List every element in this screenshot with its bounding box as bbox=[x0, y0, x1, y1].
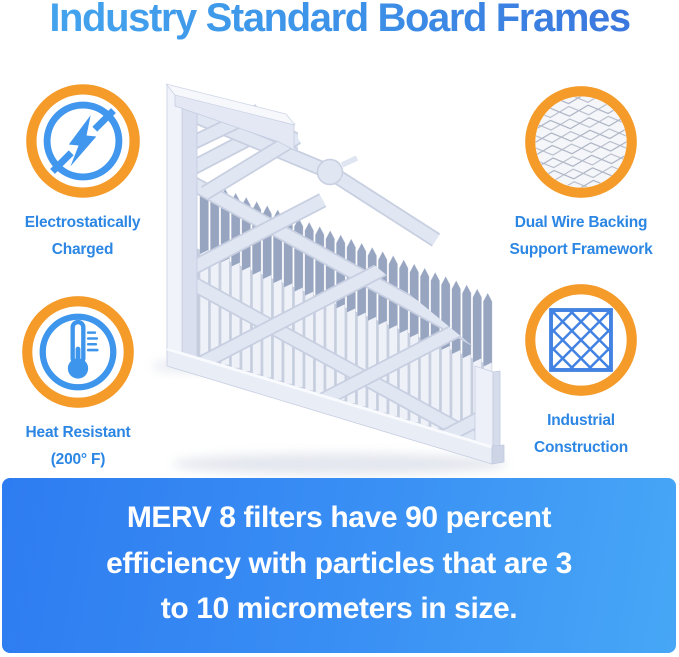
board-corner-lattice bbox=[173, 100, 441, 247]
thermometer-icon bbox=[22, 296, 134, 408]
banner-text: MERV 8 filters have 90 percent efficienc… bbox=[106, 501, 572, 626]
feature-label: Heat Resistant (200° F) bbox=[25, 424, 131, 469]
info-banner: MERV 8 filters have 90 percent efficienc… bbox=[2, 478, 676, 653]
feature-label: Electrostatically Charged bbox=[24, 214, 141, 259]
board-frame bbox=[165, 83, 505, 465]
shadow bbox=[152, 359, 220, 373]
feature-label: Dual Wire Backing Support Framework bbox=[509, 214, 653, 259]
lattice-grid-icon bbox=[525, 284, 637, 396]
feature-industrial-construction: Industrial Construction bbox=[497, 282, 665, 461]
page-title: Industry Standard Board Frames bbox=[0, 0, 679, 41]
feature-electrostatically-charged: Electrostatically Charged bbox=[5, 82, 160, 263]
lightning-icon bbox=[25, 84, 140, 198]
pleat-backing bbox=[172, 248, 492, 452]
shadow bbox=[172, 453, 508, 475]
filter-pleats bbox=[199, 180, 493, 446]
feature-dual-wire-backing: Dual Wire Backing Support Framework bbox=[497, 84, 665, 263]
diamond-lattice bbox=[552, 311, 610, 369]
feature-label: Industrial Construction bbox=[533, 412, 629, 457]
wire-mesh-icon bbox=[525, 86, 637, 198]
feature-heat-resistant: Heat Resistant (200° F) bbox=[2, 294, 154, 473]
